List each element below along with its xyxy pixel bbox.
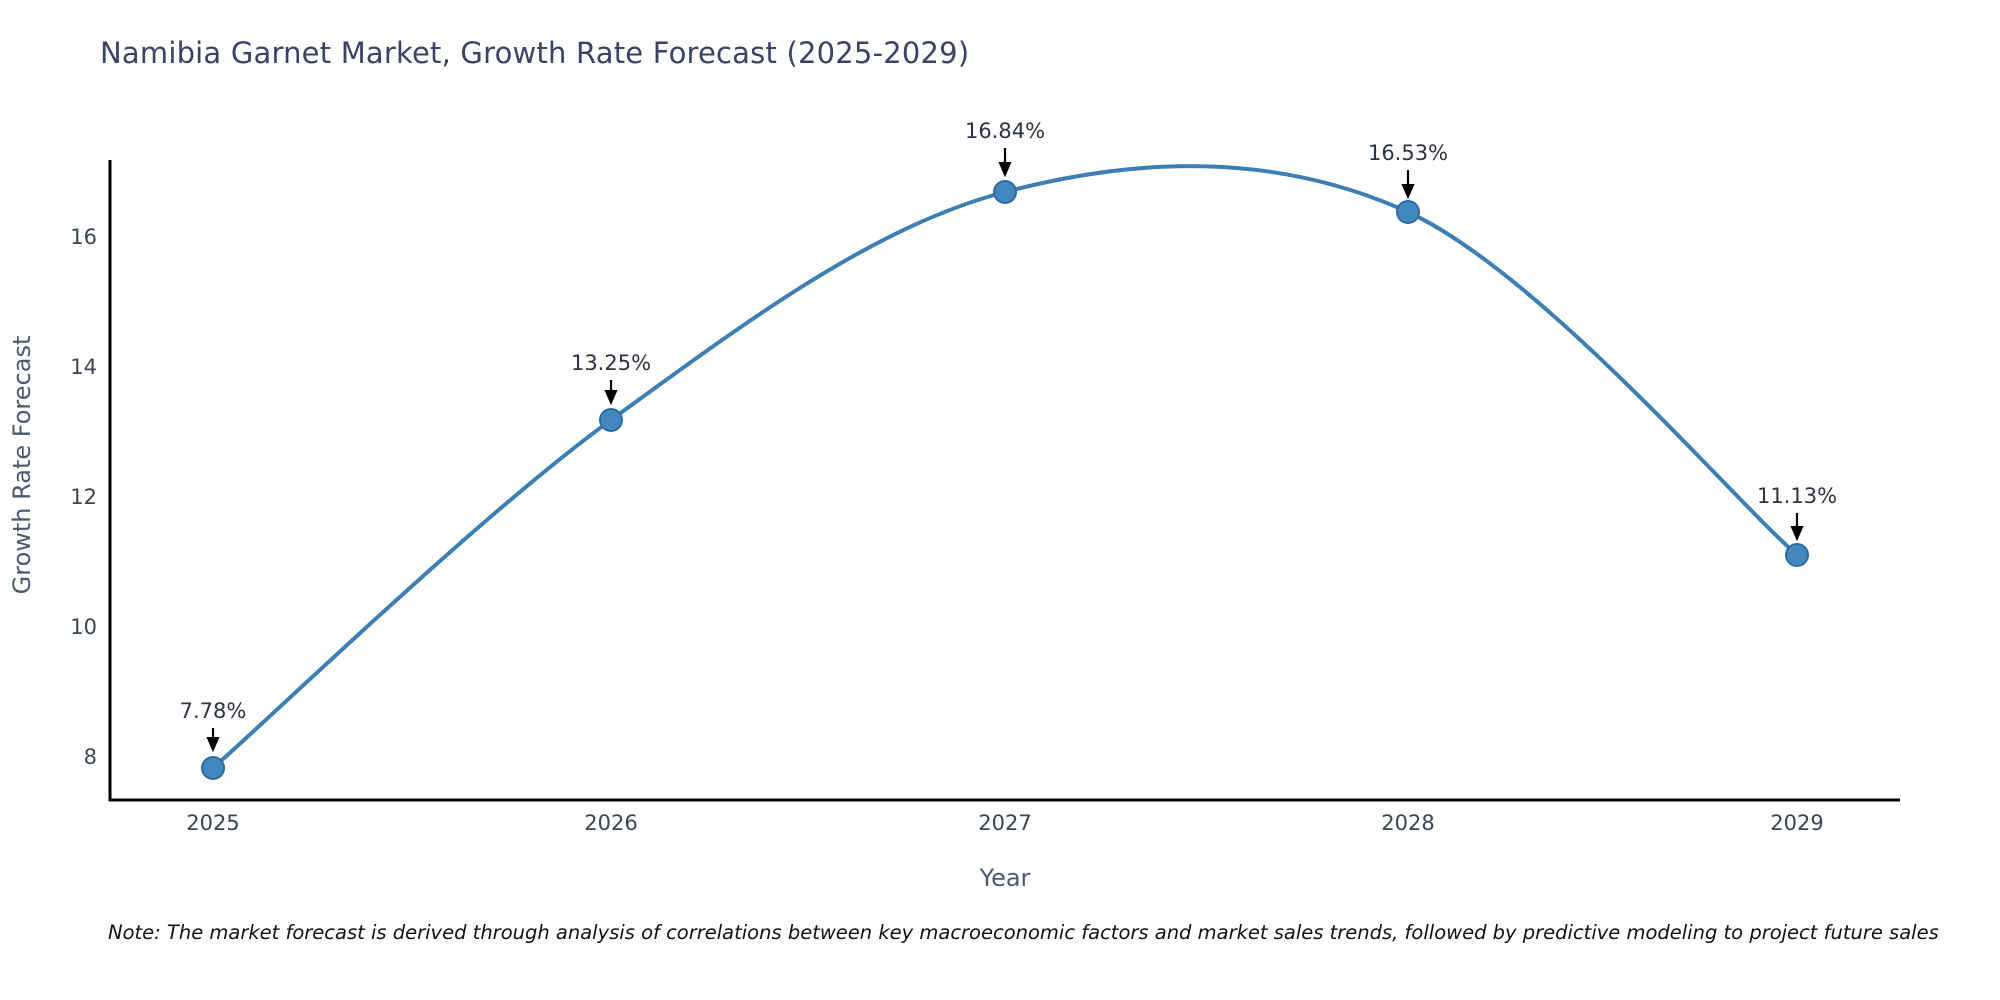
forecast-line bbox=[211, 164, 1799, 770]
x-tick-2025: 2025 bbox=[186, 811, 239, 835]
y-tick-10: 10 bbox=[70, 615, 97, 639]
y-tick-14: 14 bbox=[70, 355, 97, 379]
value-label-2026: 13.25% bbox=[571, 351, 651, 375]
y-axis-title: Growth Rate Forecast bbox=[8, 336, 36, 595]
value-label-2027: 16.84% bbox=[965, 119, 1045, 143]
value-label-2028: 16.53% bbox=[1368, 141, 1448, 165]
y-tick-8: 8 bbox=[84, 745, 97, 769]
x-axis-title: Year bbox=[979, 864, 1031, 892]
data-point-2028 bbox=[1396, 200, 1420, 224]
data-point-2029 bbox=[1785, 543, 1809, 567]
value-label-2029: 11.13% bbox=[1757, 484, 1837, 508]
data-point-2025 bbox=[201, 756, 225, 780]
chart-title: Namibia Garnet Market, Growth Rate Forec… bbox=[100, 36, 970, 70]
data-point-2027 bbox=[993, 180, 1017, 204]
y-tick-16: 16 bbox=[70, 225, 97, 249]
footnote: Note: The market forecast is derived thr… bbox=[108, 921, 1939, 944]
x-tick-2026: 2026 bbox=[584, 811, 637, 835]
y-tick-12: 12 bbox=[70, 485, 97, 509]
value-label-2025: 7.78% bbox=[180, 699, 247, 723]
x-tick-2029: 2029 bbox=[1770, 811, 1823, 835]
x-tick-2028: 2028 bbox=[1381, 811, 1434, 835]
x-tick-2027: 2027 bbox=[978, 811, 1031, 835]
data-point-2026 bbox=[599, 408, 623, 432]
